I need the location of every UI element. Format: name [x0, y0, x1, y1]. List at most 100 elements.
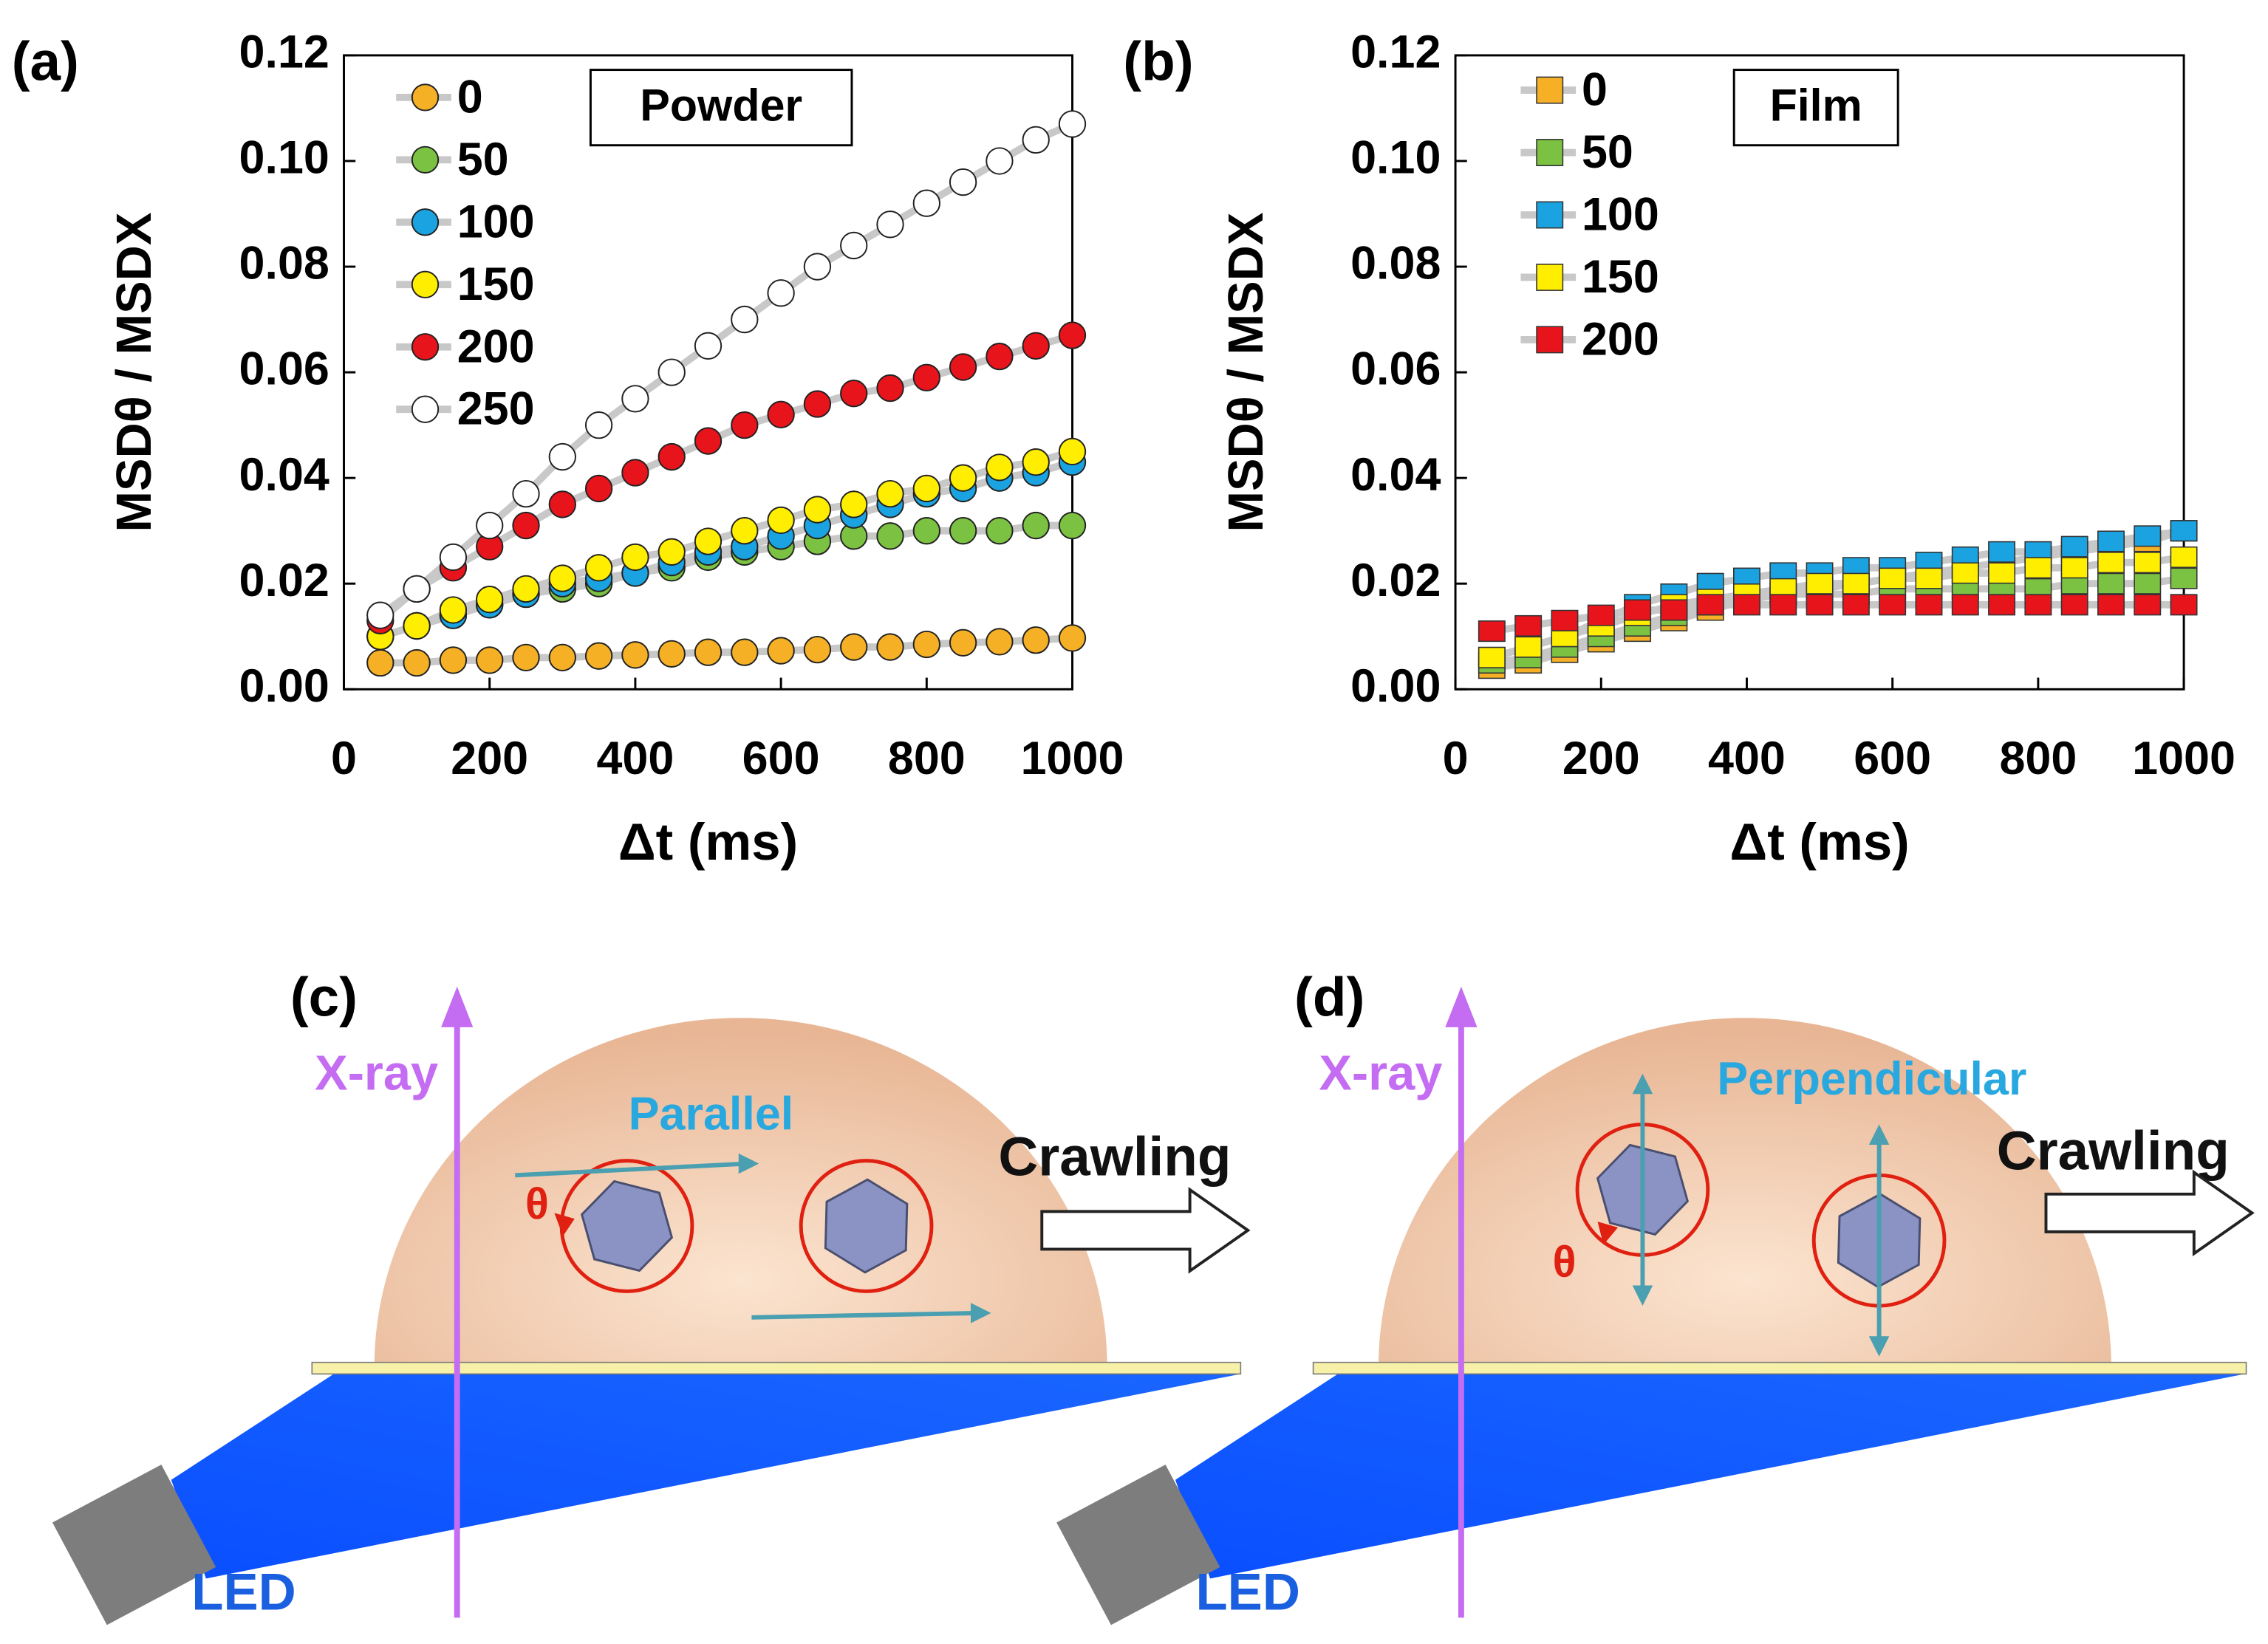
data-point: [1514, 614, 1543, 637]
data-point: [876, 374, 904, 403]
data-point: [512, 511, 540, 540]
data-point: [2024, 594, 2052, 616]
data-point: [2097, 572, 2125, 595]
data-point: [2134, 572, 2162, 595]
substrate: [311, 1361, 1242, 1375]
data-point: [584, 642, 613, 670]
legend-label: 50: [457, 134, 509, 185]
data-point: [621, 543, 649, 572]
data-point: [548, 643, 576, 672]
x-tick-label: 600: [742, 733, 820, 784]
x-tick-label: 400: [1708, 733, 1786, 784]
y-tick-label: 0.00: [1350, 660, 1441, 712]
legend-label: 100: [1582, 189, 1659, 241]
rotation-arrowhead: [554, 1213, 575, 1236]
orientation-arrow: [515, 1161, 748, 1178]
data-point: [2097, 530, 2125, 552]
panel-label: (c): [290, 965, 358, 1027]
y-tick-label: 0.10: [1350, 132, 1441, 184]
data-point: [1058, 321, 1087, 349]
data-point: [476, 586, 504, 614]
x-axis-label: Δt (ms): [618, 812, 798, 871]
legend-label: 50: [1582, 126, 1633, 178]
arrowhead: [1632, 1285, 1653, 1306]
orientation-label: Perpendicular: [1717, 1053, 2026, 1105]
arrowhead: [738, 1153, 759, 1174]
diagram: X-ray LED Crawling θ Parallel (c): [52, 965, 1251, 1626]
orientation-label: Parallel: [629, 1088, 794, 1140]
x-tick-label: 800: [1999, 733, 2077, 784]
data-point: [1022, 448, 1050, 476]
data-point: [1988, 594, 2016, 616]
panel-label: (b): [1123, 30, 1193, 92]
data-point: [767, 637, 795, 665]
y-tick-label: 0.00: [239, 660, 329, 712]
data-point: [1696, 594, 1724, 616]
data-point: [767, 279, 795, 307]
arrowhead: [1868, 1336, 1890, 1357]
y-axis-label: MSDθ / MSDX: [1219, 213, 1274, 532]
data-point: [731, 638, 759, 666]
data-point: [1022, 126, 1050, 154]
y-axis-label: MSDθ / MSDX: [107, 213, 162, 532]
data-point: [949, 353, 977, 381]
xray-label: X-ray: [315, 1046, 438, 1100]
led-beam: [1175, 1374, 2245, 1579]
y-tick-label: 0.04: [1350, 449, 1441, 501]
data-point: [2170, 594, 2198, 616]
arrowhead: [1868, 1124, 1890, 1145]
data-point: [731, 517, 759, 545]
data-point: [1551, 609, 1579, 631]
data-point: [2170, 567, 2198, 589]
data-point: [512, 575, 540, 603]
data-point: [2134, 594, 2162, 616]
data-point: [840, 380, 868, 408]
data-point: [1478, 620, 1506, 643]
data-point: [439, 543, 468, 572]
y-tick-label: 0.02: [239, 555, 329, 606]
data-point: [439, 596, 468, 624]
legend-swatch: [1536, 326, 1564, 354]
xray-arrowhead: [1445, 986, 1478, 1027]
data-point: [439, 646, 468, 674]
data-point: [512, 479, 540, 508]
led: [1056, 1465, 1220, 1626]
data-point: [584, 411, 613, 439]
x-tick-label: 0: [331, 733, 357, 784]
data-point: [731, 411, 759, 439]
orientation-arrow: [751, 1310, 980, 1320]
data-point: [840, 490, 868, 518]
data-point: [1806, 572, 1834, 595]
data-point: [1022, 626, 1050, 654]
data-point: [657, 442, 686, 471]
x-tick-label: 200: [1562, 733, 1640, 784]
data-point: [403, 648, 431, 677]
x-tick-label: 200: [451, 733, 528, 784]
data-point: [1587, 604, 1615, 626]
data-point: [2170, 546, 2198, 568]
data-point: [986, 147, 1014, 175]
data-point: [1058, 110, 1087, 138]
data-point: [912, 363, 940, 391]
x-tick-label: 1000: [1021, 733, 1124, 784]
data-point: [657, 640, 686, 668]
motion-arrow: [1040, 1187, 1251, 1274]
data-point: [584, 554, 613, 582]
x-axis-label: Δt (ms): [1729, 812, 1909, 871]
legend-swatch: [1536, 139, 1564, 166]
legend-label: 100: [457, 196, 535, 247]
data-point: [694, 427, 723, 455]
data-point: [1842, 594, 1870, 616]
data-point: [1022, 332, 1050, 360]
data-point: [476, 646, 504, 674]
legend-swatch: [411, 333, 440, 361]
x-tick-label: 400: [596, 733, 674, 784]
legend-label: 0: [457, 71, 483, 123]
rotation-arrowhead: [1597, 1222, 1619, 1245]
data-point: [731, 305, 759, 334]
y-tick-label: 0.12: [1350, 27, 1441, 78]
data-point: [548, 442, 576, 471]
droplet: [374, 1018, 1107, 1367]
data-point: [1733, 594, 1760, 616]
data-point: [1058, 437, 1087, 466]
